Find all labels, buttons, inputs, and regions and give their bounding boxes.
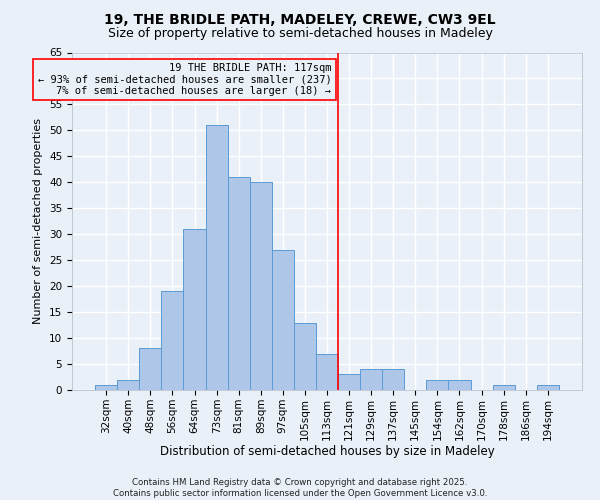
Bar (448, 380, 470, 390)
Bar (360, 369, 382, 390)
Bar (206, 125, 227, 390)
Bar (382, 369, 404, 390)
Bar (227, 177, 250, 390)
Text: 19 THE BRIDLE PATH: 117sqm
← 93% of semi-detached houses are smaller (237)
7% of: 19 THE BRIDLE PATH: 117sqm ← 93% of semi… (38, 63, 331, 96)
Bar (493, 385, 515, 390)
Bar (161, 292, 184, 390)
Text: 19, THE BRIDLE PATH, MADELEY, CREWE, CW3 9EL: 19, THE BRIDLE PATH, MADELEY, CREWE, CW3… (104, 12, 496, 26)
Bar (294, 322, 316, 390)
Bar (427, 380, 448, 390)
Bar (139, 348, 161, 390)
Bar (537, 385, 559, 390)
Bar (117, 380, 139, 390)
Bar (338, 374, 360, 390)
Text: Contains HM Land Registry data © Crown copyright and database right 2025.
Contai: Contains HM Land Registry data © Crown c… (113, 478, 487, 498)
Bar (272, 250, 294, 390)
Bar (95, 385, 117, 390)
X-axis label: Distribution of semi-detached houses by size in Madeley: Distribution of semi-detached houses by … (160, 446, 494, 458)
Bar (250, 182, 272, 390)
Text: Size of property relative to semi-detached houses in Madeley: Size of property relative to semi-detach… (107, 28, 493, 40)
Y-axis label: Number of semi-detached properties: Number of semi-detached properties (34, 118, 43, 324)
Bar (316, 354, 338, 390)
Bar (184, 229, 206, 390)
